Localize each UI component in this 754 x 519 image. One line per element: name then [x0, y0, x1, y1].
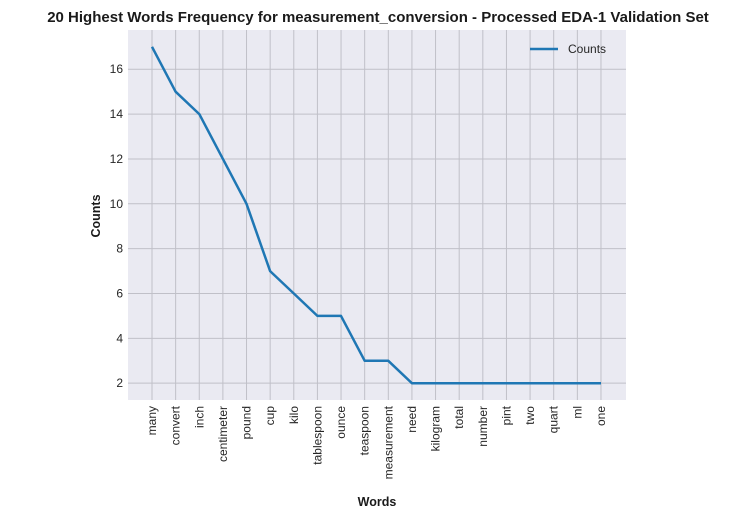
legend: Counts	[530, 42, 606, 56]
y-tick-label: 6	[116, 286, 123, 300]
x-axis-label: Words	[358, 495, 397, 509]
x-tick-label-cup: cup	[263, 406, 277, 426]
x-tick-label-two: two	[523, 406, 537, 425]
x-tick-label-number: number	[476, 406, 490, 447]
x-tick-label-kilogram: kilogram	[429, 406, 443, 451]
y-axis-label: Counts	[89, 194, 103, 237]
grid	[128, 30, 626, 400]
x-tick-label-ounce: ounce	[334, 406, 348, 439]
y-tick-label: 12	[110, 152, 124, 166]
x-tick-label-teaspoon: teaspoon	[358, 406, 372, 455]
x-tick-label-quart: quart	[547, 405, 561, 433]
plot-area	[128, 30, 626, 400]
x-tick-label-one: one	[594, 406, 608, 426]
x-tick-label-tablespoon: tablespoon	[310, 406, 324, 465]
x-tick-label-ml: ml	[570, 406, 584, 419]
x-tick-label-convert: convert	[169, 405, 183, 445]
x-tick-label-pint: pint	[499, 405, 513, 425]
x-axis-ticks: many convert inch centimeter pound cup kilo tab…	[145, 405, 608, 479]
y-tick-label: 10	[110, 197, 124, 211]
x-tick-label-kilo: kilo	[287, 406, 301, 424]
y-tick-label: 8	[116, 242, 123, 256]
y-axis-ticks: 2 4 6 8 10 12 14 16	[110, 62, 124, 390]
chart-title: 20 Highest Words Frequency for measureme…	[47, 9, 709, 26]
x-tick-label-centimeter: centimeter	[216, 406, 230, 462]
x-tick-label-many: many	[145, 406, 159, 435]
x-tick-label-total: total	[452, 406, 466, 429]
y-tick-label: 14	[110, 107, 124, 121]
x-tick-label-need: need	[405, 406, 419, 433]
y-tick-label: 16	[110, 62, 124, 76]
x-tick-label-measurement: measurement	[381, 405, 395, 479]
x-tick-label-inch: inch	[192, 406, 206, 428]
series-line-counts	[150, 46, 601, 385]
y-tick-label: 2	[116, 376, 123, 390]
x-tick-label-pound: pound	[240, 406, 254, 439]
legend-label-counts: Counts	[568, 42, 606, 56]
y-tick-label: 4	[116, 331, 123, 345]
